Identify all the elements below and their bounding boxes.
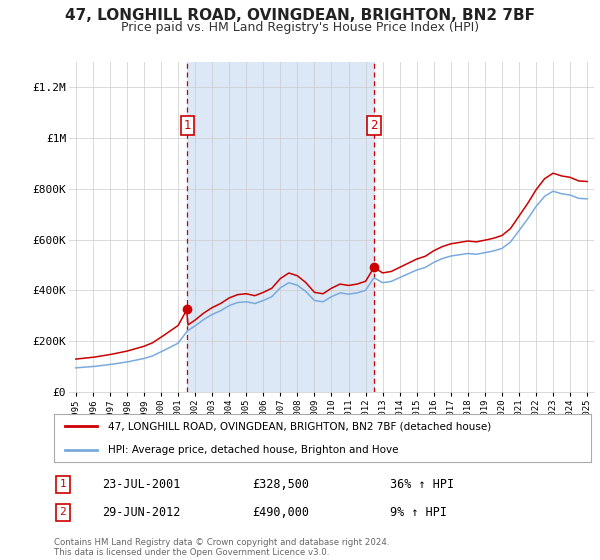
Text: Contains HM Land Registry data © Crown copyright and database right 2024.
This d: Contains HM Land Registry data © Crown c… <box>54 538 389 557</box>
Text: 1: 1 <box>184 119 191 132</box>
Text: 47, LONGHILL ROAD, OVINGDEAN, BRIGHTON, BN2 7BF (detached house): 47, LONGHILL ROAD, OVINGDEAN, BRIGHTON, … <box>108 421 491 431</box>
Text: 1: 1 <box>59 479 67 489</box>
Bar <box>187 62 374 392</box>
Text: 9% ↑ HPI: 9% ↑ HPI <box>390 506 447 519</box>
Text: HPI: Average price, detached house, Brighton and Hove: HPI: Average price, detached house, Brig… <box>108 445 398 455</box>
Text: 2: 2 <box>370 119 377 132</box>
Text: £490,000: £490,000 <box>252 506 309 519</box>
Text: £328,500: £328,500 <box>252 478 309 491</box>
Text: 36% ↑ HPI: 36% ↑ HPI <box>390 478 454 491</box>
Text: 29-JUN-2012: 29-JUN-2012 <box>102 506 181 519</box>
Text: 23-JUL-2001: 23-JUL-2001 <box>102 478 181 491</box>
Text: Price paid vs. HM Land Registry's House Price Index (HPI): Price paid vs. HM Land Registry's House … <box>121 21 479 34</box>
Text: 2: 2 <box>59 507 67 517</box>
Text: 47, LONGHILL ROAD, OVINGDEAN, BRIGHTON, BN2 7BF: 47, LONGHILL ROAD, OVINGDEAN, BRIGHTON, … <box>65 8 535 24</box>
